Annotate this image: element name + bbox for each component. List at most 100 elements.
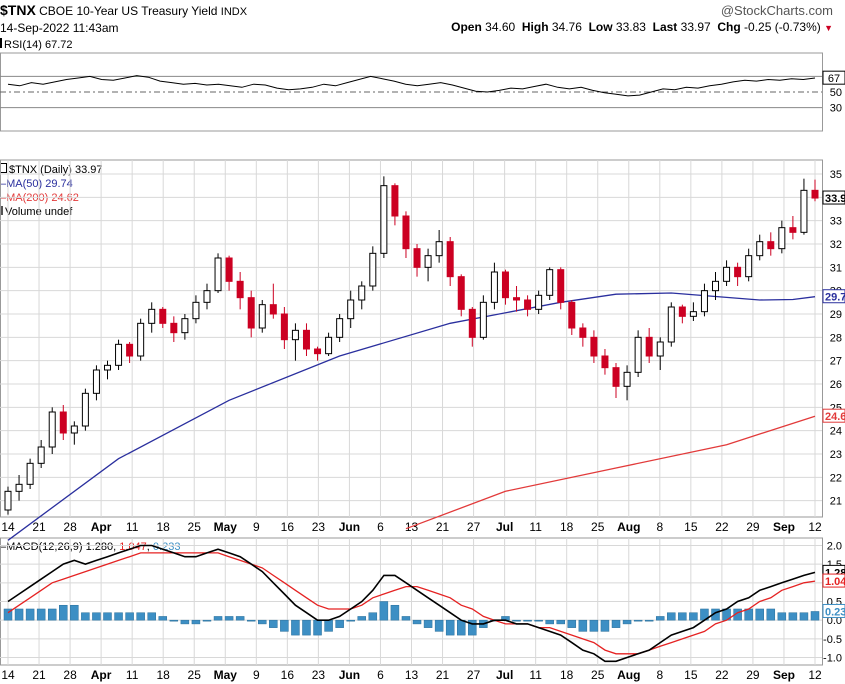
- candle-body: [26, 462, 34, 485]
- candle-body: [81, 392, 89, 427]
- x-tick-label: 18: [560, 520, 574, 534]
- macd-hist-bar: [191, 619, 201, 625]
- macd-hist-bar: [556, 619, 565, 625]
- macd-hist-bar: [180, 619, 190, 625]
- macd-hist-bar: [655, 616, 665, 621]
- ma200-legend-item: –MA(200) 24.62: [0, 191, 103, 205]
- macd-hist-bar: [346, 619, 355, 622]
- brand: @StockCharts.com: [720, 3, 833, 18]
- price-y-tick: 26: [830, 379, 842, 391]
- x-tick-label: 11: [529, 520, 542, 534]
- x-tick-label: Jul: [496, 668, 513, 682]
- macd-hist-bar: [36, 608, 46, 621]
- x-tick-label: 12: [808, 668, 822, 682]
- x-tick-label: Jun: [339, 668, 360, 682]
- macd-hist-bar: [59, 604, 68, 621]
- candle-body: [258, 304, 266, 329]
- x-tick-label: 29: [746, 668, 760, 682]
- candle-body: [314, 348, 322, 355]
- macd-hist-bar: [534, 619, 543, 622]
- exchange: INDX: [220, 6, 248, 18]
- x-tick-label: 22: [715, 668, 729, 682]
- candle-body: [634, 336, 642, 373]
- macd-hist-bar: [224, 616, 234, 621]
- x-tick-label: 12: [808, 520, 822, 534]
- candle-body: [59, 411, 67, 434]
- candle-body: [15, 483, 23, 492]
- macd-legend: –MACD(12,26,9) 1.280, 1.047, 0.233: [0, 541, 181, 553]
- candle-body: [203, 290, 211, 303]
- price-y-tick: 21: [830, 496, 842, 508]
- rsi-line: [7, 75, 816, 97]
- candle-body: [778, 227, 786, 250]
- rsi-legend: RSI(14) 67.72: [0, 38, 72, 51]
- x-tick-label: 25: [188, 668, 202, 682]
- signal-tag: 1.047: [825, 576, 845, 588]
- macd-hist-bar: [744, 608, 753, 621]
- rsi-value-tag: 67: [828, 73, 840, 85]
- candle-body: [391, 185, 399, 217]
- last-price-tag: 33.97: [825, 193, 845, 205]
- candle-body: [446, 241, 454, 278]
- macd-y-tick: 2.0: [827, 540, 842, 552]
- candle-body: [479, 301, 487, 338]
- macd-hist-bar: [689, 612, 698, 621]
- x-tick-label: 16: [281, 520, 295, 534]
- low-label: Low: [588, 20, 613, 34]
- macd-hist-bar: [114, 612, 123, 621]
- x-tick-label: 13: [405, 668, 419, 682]
- macd-hist-bar: [733, 608, 742, 621]
- macd-hist-bar: [291, 619, 300, 636]
- candle-body: [269, 304, 277, 315]
- x-tick-label: 11: [126, 668, 139, 682]
- rsi-value-tag-box: [822, 70, 845, 85]
- candle-body: [734, 266, 742, 278]
- macd-hist-bar: [755, 608, 764, 621]
- chg-down-icon: ▼: [824, 23, 833, 33]
- macd-hist-bar: [589, 619, 599, 632]
- x-tick-label: 6: [377, 520, 384, 534]
- macd-hist-bar: [799, 612, 809, 621]
- x-tick-label: 23: [312, 668, 326, 682]
- ma200-tag-box: [822, 408, 845, 423]
- ohlc-summary: Open 34.60 High 34.76 Low 33.83 Last 33.…: [451, 20, 833, 34]
- macd-hist-bar: [578, 619, 588, 632]
- macd-hist-bar: [456, 619, 466, 636]
- candle-body: [490, 271, 498, 303]
- x-tick-label: Aug: [617, 668, 640, 682]
- candle-body: [70, 425, 78, 434]
- macd-hist-bar: [766, 608, 776, 621]
- candle-body: [789, 227, 797, 233]
- macd-hist-bar: [644, 619, 654, 622]
- macd-hist-bar: [324, 619, 333, 632]
- macd-hist-bar: [235, 616, 245, 621]
- macd-hist-bar: [158, 616, 168, 621]
- macd-hist-bar: [611, 619, 621, 628]
- macd-hist-bar: [788, 612, 798, 621]
- macd-hist-bar: [667, 612, 676, 621]
- x-tick-label: 27: [467, 668, 481, 682]
- macd-hist-bar: [512, 619, 521, 622]
- price-y-tick: 23: [830, 449, 842, 461]
- x-tick-label: 18: [157, 520, 171, 534]
- chg-value: -0.25 (-0.73%): [744, 20, 821, 34]
- candle-body: [4, 490, 12, 511]
- price-y-tick: 22: [830, 472, 842, 484]
- candle-body: [612, 367, 620, 387]
- x-tick-label: 21: [436, 668, 450, 682]
- x-tick-label: 18: [560, 668, 574, 682]
- candle-body: [579, 327, 587, 338]
- macd-hist-bar: [810, 611, 820, 621]
- x-tick-label: Sep: [773, 668, 795, 682]
- macd-hist-bar: [302, 619, 311, 636]
- macd-hist-bar: [390, 604, 400, 621]
- rsi-legend-text: RSI(14) 67.72: [4, 39, 73, 51]
- x-tick-label: 9: [253, 520, 260, 534]
- macd-hist-bar: [368, 612, 378, 621]
- x-tick-label: 9: [253, 668, 260, 682]
- x-tick-label: 15: [684, 668, 698, 682]
- macd-legend-prefix: MACD(12,26,9): [6, 541, 83, 553]
- candle-body: [700, 290, 708, 313]
- datetime: 14-Sep-2022 11:43am: [0, 21, 119, 35]
- macd-hist-bar: [622, 619, 632, 625]
